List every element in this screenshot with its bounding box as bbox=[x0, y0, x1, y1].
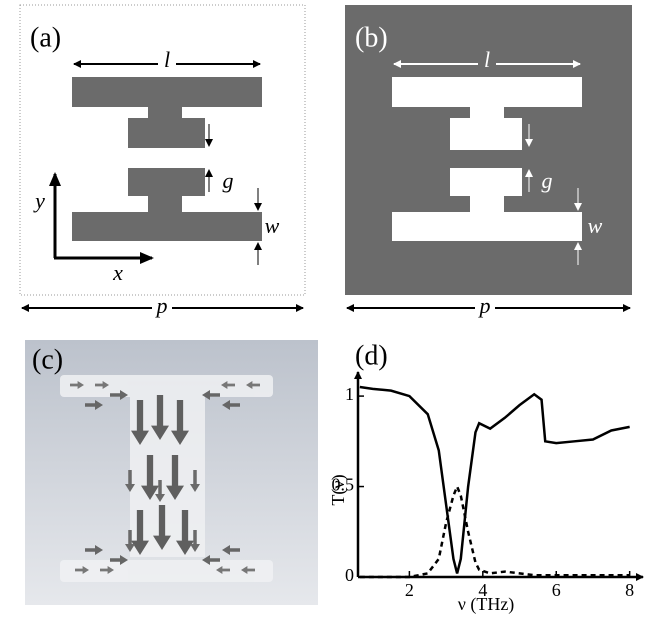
current-arrow bbox=[176, 510, 194, 555]
y-axis-label: T(ν) bbox=[328, 474, 349, 505]
panel-c: (c) bbox=[25, 340, 318, 605]
x-tick-label: 8 bbox=[625, 580, 634, 600]
current-arrow bbox=[202, 555, 220, 565]
panel-label: (a) bbox=[30, 22, 61, 53]
y-tick-label: 0.5 bbox=[332, 475, 355, 495]
current-arrow bbox=[166, 455, 184, 500]
panel-a: (a) l g w y x p bbox=[19, 4, 306, 320]
dim-label: w bbox=[588, 213, 603, 238]
panel-b: (b) l g w p bbox=[345, 5, 632, 320]
current-arrow bbox=[95, 381, 109, 389]
axis-label: x bbox=[112, 260, 123, 285]
current-arrow bbox=[100, 566, 114, 574]
x-axis-label: ν (THz) bbox=[458, 594, 515, 615]
current-arrow bbox=[85, 400, 103, 410]
current-arrow bbox=[190, 470, 200, 492]
current-arrow bbox=[216, 566, 230, 574]
current-arrow bbox=[125, 470, 135, 492]
x-tick-label: 4 bbox=[478, 580, 487, 600]
current-arrow bbox=[131, 510, 149, 555]
current-arrow bbox=[151, 395, 169, 440]
series-line bbox=[359, 483, 630, 579]
current-arrow bbox=[241, 566, 255, 574]
series-line bbox=[359, 385, 630, 574]
current-arrow bbox=[75, 566, 89, 574]
dim-label: g bbox=[542, 168, 553, 193]
current-arrow bbox=[171, 400, 189, 445]
panel-label: (d) bbox=[355, 340, 388, 371]
current-arrow bbox=[141, 455, 159, 500]
panel-label: (c) bbox=[32, 344, 63, 375]
current-arrow bbox=[222, 545, 240, 555]
x-tick-label: 6 bbox=[552, 580, 561, 600]
dim-label: p bbox=[155, 293, 168, 318]
dim-label: l bbox=[164, 47, 170, 72]
current-arrow bbox=[222, 400, 240, 410]
current-arrow bbox=[155, 480, 165, 502]
current-arrow bbox=[153, 505, 171, 550]
current-arrow bbox=[125, 530, 135, 552]
current-arrow bbox=[190, 530, 200, 552]
current-arrow bbox=[221, 381, 235, 389]
current-arrow bbox=[70, 381, 84, 389]
panel-label: (b) bbox=[355, 22, 388, 53]
current-arrow bbox=[131, 400, 149, 445]
current-arrow bbox=[202, 390, 220, 400]
dim-label: w bbox=[265, 213, 280, 238]
current-arrow bbox=[246, 381, 260, 389]
aperture bbox=[392, 77, 582, 241]
dim-label: p bbox=[478, 293, 491, 318]
y-tick-label: 1 bbox=[345, 384, 354, 404]
y-tick-label: 0 bbox=[345, 565, 354, 585]
axis-label: y bbox=[33, 188, 45, 213]
resonator bbox=[72, 77, 262, 241]
frame bbox=[19, 4, 306, 296]
x-tick-label: 2 bbox=[405, 580, 414, 600]
current-arrow bbox=[110, 555, 128, 565]
current-arrow bbox=[85, 545, 103, 555]
dim-label: l bbox=[484, 47, 490, 72]
current-arrow bbox=[110, 390, 128, 400]
dim-label: g bbox=[223, 168, 234, 193]
panel-d: (d) T(ν) ν (THz) 2 4 6 8 0 0.5 1 bbox=[328, 340, 644, 615]
